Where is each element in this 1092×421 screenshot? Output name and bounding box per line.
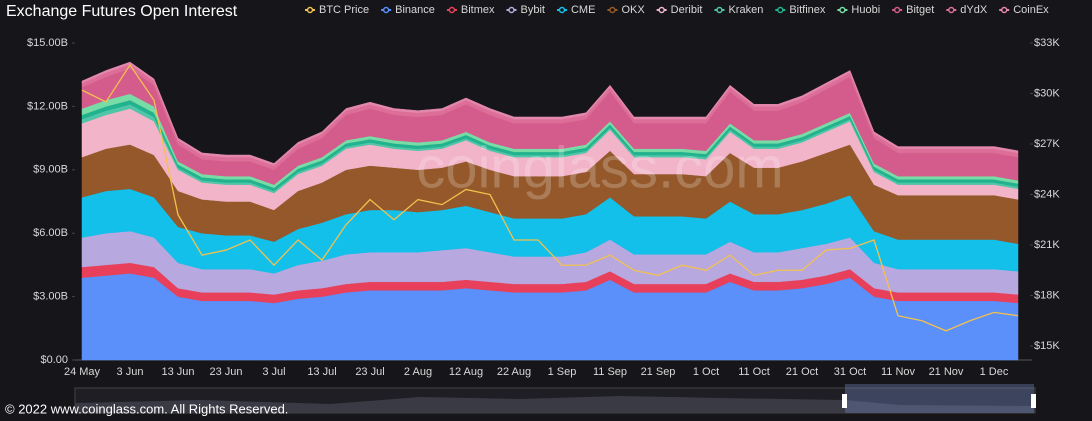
legend-marker bbox=[893, 6, 901, 14]
y2-tick-label: $27K bbox=[1034, 138, 1060, 150]
y-tick-label: $15.00B bbox=[27, 37, 68, 49]
y-tick-label: $9.00B bbox=[33, 164, 68, 176]
legend-marker bbox=[609, 6, 616, 14]
plot-area bbox=[72, 42, 1033, 361]
x-tick-label: 24 May bbox=[64, 366, 101, 378]
x-tick-label: 2 Aug bbox=[404, 366, 432, 378]
legend-marker bbox=[658, 6, 665, 14]
legend-marker bbox=[508, 6, 515, 14]
legend-label: Bitget bbox=[906, 4, 934, 16]
legend-label: Huobi bbox=[851, 4, 880, 16]
y-tick-label: $0.00 bbox=[40, 354, 68, 366]
navigator[interactable] bbox=[74, 384, 1036, 414]
x-tick-label: 21 Nov bbox=[929, 366, 964, 378]
watermark: coinglass.com bbox=[416, 135, 783, 200]
legend-label: dYdX bbox=[960, 4, 988, 16]
legend-marker bbox=[716, 6, 723, 14]
x-tick-label: 22 Aug bbox=[497, 366, 531, 378]
legend-label: Bitmex bbox=[461, 4, 495, 16]
legend-label: OKX bbox=[621, 4, 645, 16]
x-tick-label: 13 Jul bbox=[307, 366, 336, 378]
y2-tick-label: $15K bbox=[1034, 340, 1060, 352]
x-tick-label: 1 Oct bbox=[693, 366, 719, 378]
x-tick-label: 11 Sep bbox=[593, 366, 627, 378]
legend-label: Bitfinex bbox=[789, 4, 826, 16]
x-tick-label: 23 Jul bbox=[355, 366, 384, 378]
line bbox=[81, 63, 1019, 332]
legend-label: CME bbox=[571, 4, 595, 16]
y-tick-label: $3.00B bbox=[33, 291, 68, 303]
y2-tick-label: $33K bbox=[1034, 37, 1060, 49]
x-tick-label: 21 Oct bbox=[786, 366, 818, 378]
x-tick-label: 11 Oct bbox=[738, 366, 770, 378]
y-tick-label: $12.00B bbox=[27, 100, 68, 112]
y2-tick-label: $30K bbox=[1034, 87, 1060, 99]
y2-tick-label: $24K bbox=[1034, 188, 1060, 200]
navigator-overview bbox=[75, 396, 1035, 413]
area bbox=[81, 61, 1019, 166]
navigator-handle[interactable] bbox=[1031, 394, 1036, 408]
legend-label: BTC Price bbox=[319, 4, 369, 16]
legend: BTC Price Binance Bitmex Bybit CME OKX Deribit… bbox=[305, 4, 1049, 16]
legend-label: Kraken bbox=[728, 4, 763, 16]
legend-marker bbox=[777, 6, 784, 14]
x-tick-label: 11 Nov bbox=[881, 366, 916, 378]
legend-marker bbox=[948, 6, 955, 14]
legend-label: CoinEx bbox=[1013, 4, 1049, 16]
x-tick-label: 3 Jun bbox=[117, 366, 144, 378]
x-tick-label: 1 Dec bbox=[980, 366, 1009, 378]
legend-marker bbox=[839, 6, 846, 14]
legend-label: Bybit bbox=[521, 4, 545, 16]
legend-marker bbox=[1000, 6, 1008, 14]
navigator-selection[interactable] bbox=[845, 384, 1034, 413]
legend-marker bbox=[382, 6, 390, 14]
navigator-handle[interactable] bbox=[842, 394, 847, 408]
chart-title: Exchange Futures Open Interest bbox=[6, 3, 238, 20]
x-tick-label: 3 Jul bbox=[262, 366, 285, 378]
legend-marker bbox=[306, 6, 314, 14]
legend-label: Binance bbox=[395, 4, 435, 16]
legend-marker bbox=[448, 6, 456, 14]
legend-label: Deribit bbox=[671, 4, 703, 16]
footer: © 2022 www.coinglass.com. All Rights Res… bbox=[5, 401, 288, 416]
x-tick-label: 31 Oct bbox=[834, 366, 866, 378]
x-tick-label: 21 Sep bbox=[641, 366, 676, 378]
legend-marker bbox=[558, 6, 566, 14]
x-tick-label: 13 Jun bbox=[161, 366, 194, 378]
y-tick-label: $6.00B bbox=[33, 227, 68, 239]
x-tick-label: 1 Sep bbox=[548, 366, 577, 378]
x-tick-label: 12 Aug bbox=[449, 366, 483, 378]
x-tick-label: 23 Jun bbox=[209, 366, 242, 378]
y2-tick-label: $21K bbox=[1034, 239, 1060, 251]
y2-tick-label: $18K bbox=[1034, 289, 1060, 301]
